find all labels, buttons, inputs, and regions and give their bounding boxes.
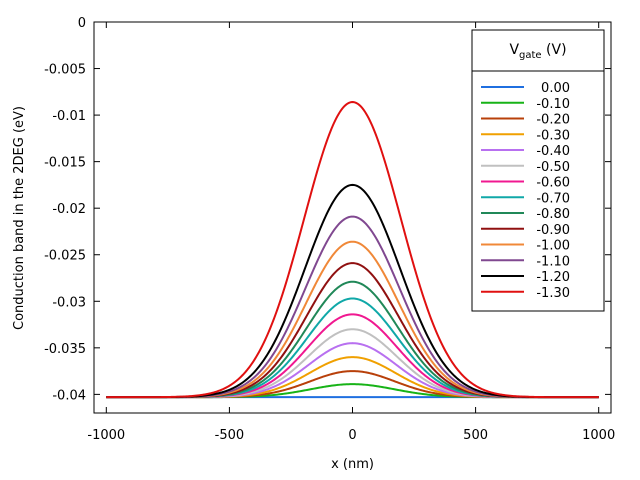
x-tick-label: -1000 [87,428,125,443]
legend-box [471,29,605,312]
legend: Vgate (V) 0.00-0.10-0.20-0.30-0.40-0.50-… [471,29,605,312]
y-axis-label: Conduction band in the 2DEG (eV) [12,106,27,330]
legend-label: -0.80 [536,207,570,222]
legend-entries: 0.00-0.10-0.20-0.30-0.40-0.50-0.60-0.70-… [481,81,570,301]
y-tick-label: -0.03 [52,295,86,310]
x-tick-label: -500 [215,428,245,443]
x-tick-label: 0 [348,428,356,443]
legend-label: -1.30 [536,286,570,301]
y-tick-label: -0.015 [44,156,86,171]
legend-label: -1.10 [536,254,570,269]
y-tick-label: -0.01 [52,109,86,124]
axis-ticks: -1000 -500 0 500 1000 0 -0.005 -0.01 -0.015 -0.02… [44,16,615,443]
legend-label: -1.00 [536,239,570,254]
legend-label: -0.40 [536,144,570,159]
legend-label: 0.00 [541,81,570,96]
legend-title: Vgate (V) [509,42,566,61]
legend-label: -0.30 [536,128,570,143]
x-tick-label: 1000 [582,428,615,443]
legend-label: -0.70 [536,191,570,206]
y-tick-label: -0.04 [52,388,86,403]
legend-label: -0.10 [536,97,570,112]
y-tick-label: -0.005 [44,63,86,78]
series-lines [106,101,599,399]
legend-label: -0.50 [536,160,570,175]
series-line [106,101,599,399]
x-axis-label: x (nm) [331,457,374,472]
y-tick-label: -0.025 [44,249,86,264]
legend-label: -0.60 [536,176,570,191]
y-tick-label: 0 [78,16,86,31]
y-tick-label: -0.035 [44,342,86,357]
legend-label: -0.20 [536,113,570,128]
legend-label: -1.20 [536,270,570,285]
x-tick-label: 500 [463,428,488,443]
legend-label: -0.90 [536,223,570,238]
y-tick-label: -0.02 [52,202,86,217]
